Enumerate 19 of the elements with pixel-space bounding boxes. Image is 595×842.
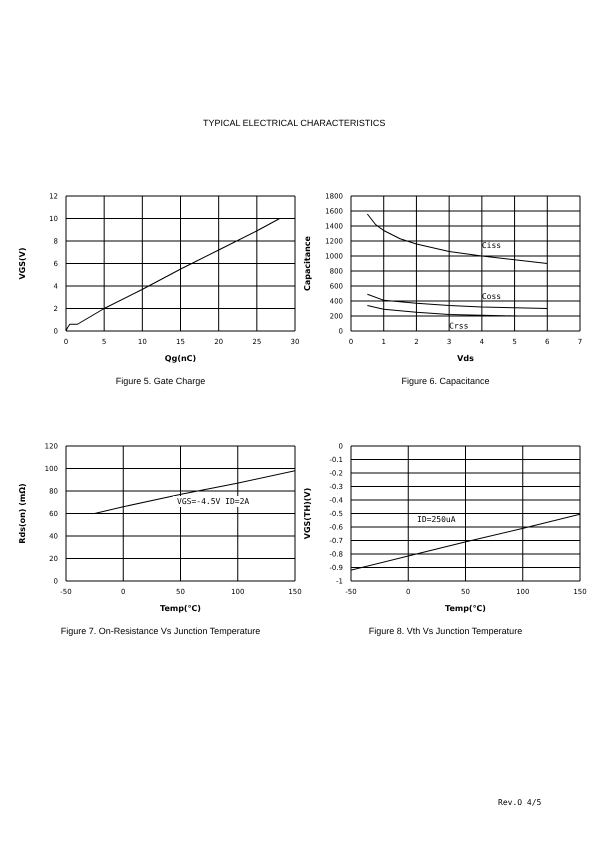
text: Figure 5. Gate Charge	[114, 376, 206, 386]
x-axis-title: Temp(℃)	[445, 604, 486, 613]
y-axis-title: Capacitance	[302, 235, 312, 291]
annotation: VGS=-4.5V ID=2A	[173, 496, 254, 507]
series-label: Ciss	[482, 241, 502, 250]
y-axis-title: Rds(on) (mΩ)	[18, 483, 27, 544]
text: TYPICAL ELECTRICAL CHARACTERISTICS	[203, 118, 386, 128]
y-axis-title: VGS(TH)(V)	[302, 488, 312, 540]
y-axis-title: VGS(V)	[18, 247, 27, 280]
text: Figure 6. Capacitance	[400, 376, 491, 386]
text: Figure 7. On-Resistance Vs Junction Temperature	[60, 626, 262, 636]
text: Rev.O 4/5	[498, 798, 542, 807]
series-label: Crss	[449, 322, 469, 330]
series-label: Coss	[482, 292, 502, 301]
annotation: ID=250uA	[413, 514, 460, 525]
x-axis-title: Qg(nC)	[164, 354, 196, 363]
x-axis-title: Vds	[457, 354, 474, 363]
x-axis-title: Temp(℃)	[160, 604, 201, 613]
text: Figure 8. Vth Vs Junction Temperature	[368, 626, 524, 636]
